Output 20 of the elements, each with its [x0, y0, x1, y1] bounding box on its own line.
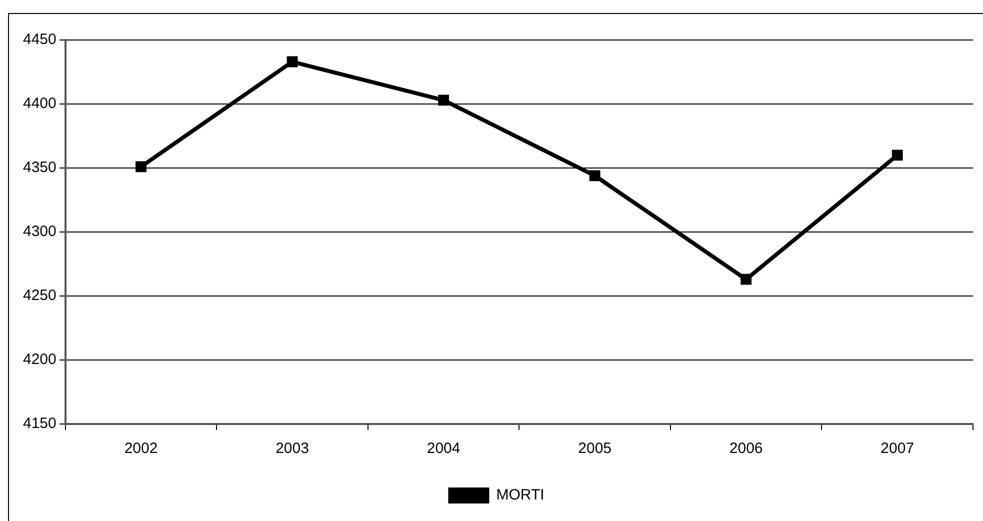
y-tick-label: 4350 [22, 159, 56, 176]
y-tick-label: 4150 [22, 415, 56, 432]
x-tick-label: 2005 [578, 440, 612, 458]
y-tick-label: 4450 [22, 31, 56, 48]
y-tick-label: 4400 [22, 95, 56, 112]
point [286, 56, 298, 68]
x-tick-label: 2002 [124, 440, 158, 458]
y-tick-label: 4200 [22, 351, 56, 368]
x-tick-label: 2007 [880, 440, 914, 458]
x-tick-label: 2004 [426, 440, 460, 458]
x-tick-label: 2003 [276, 440, 309, 458]
x-tick-label: 2006 [729, 440, 763, 458]
point [740, 274, 752, 285]
point [589, 170, 600, 182]
point [892, 150, 903, 161]
point [438, 94, 449, 106]
legend-label: MORTI [496, 486, 544, 504]
y-tick-label: 4250 [22, 287, 56, 304]
y-tick-label: 4300 [22, 223, 56, 240]
point [136, 161, 146, 172]
